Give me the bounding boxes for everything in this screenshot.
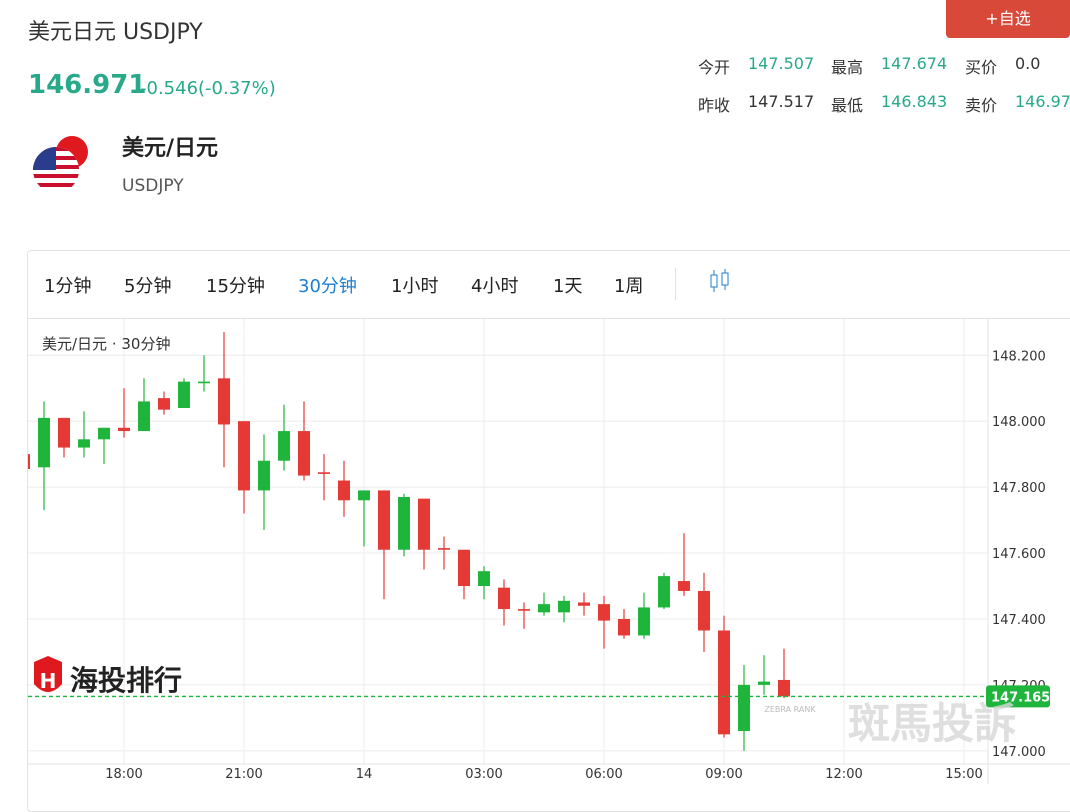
stat-label: 买价: [965, 58, 998, 77]
interval-tab[interactable]: 1小时: [391, 276, 439, 297]
interval-tab[interactable]: 1天: [553, 276, 583, 297]
candle-body: [238, 421, 250, 491]
candle-body: [78, 439, 90, 448]
instrument-code: USDJPY: [122, 176, 184, 196]
flag-icon: [33, 136, 88, 193]
candle-body: [218, 378, 230, 425]
stat-value: 146.843: [881, 92, 948, 111]
stat-value: 147.674: [881, 54, 948, 73]
watermark-icon-letter: H: [40, 669, 57, 693]
interval-tab[interactable]: 5分钟: [124, 276, 172, 297]
candle-body: [358, 490, 370, 501]
y-tick-label: 147.800: [992, 481, 1046, 496]
instrument-name: 美元/日元: [122, 136, 219, 161]
candle-body: [458, 549, 470, 586]
candle-body: [578, 602, 590, 606]
candle-body: [618, 618, 630, 636]
candle-body: [198, 381, 210, 384]
candle-body: [138, 401, 150, 432]
y-tick-label: 148.200: [992, 349, 1046, 364]
watermark: 海投排行: [70, 664, 182, 697]
candle-body: [98, 427, 110, 440]
candle-body: [518, 609, 530, 611]
last-price-box: [986, 685, 1050, 708]
x-tick-label: 14: [356, 767, 373, 782]
candle-body: [418, 498, 430, 550]
candle-body: [478, 571, 490, 586]
candle-body: [758, 681, 770, 685]
y-tick-label: 148.000: [992, 415, 1046, 430]
candle-body: [28, 454, 30, 469]
candle-body: [438, 548, 450, 550]
candle-body: [778, 679, 790, 697]
toolbar-separator: [675, 268, 676, 300]
candle-body: [338, 480, 350, 501]
chart-legend: 美元/日元 · 30分钟: [42, 335, 170, 353]
title: 美元日元 USDJPY: [28, 20, 203, 45]
candle-body: [378, 490, 390, 550]
stat-value: 146.97: [1015, 92, 1070, 111]
candle-body: [258, 460, 270, 491]
chart-type-button[interactable]: [708, 268, 732, 294]
price: 146.971: [28, 70, 147, 100]
candle-body: [38, 417, 50, 468]
y-tick-label: 147.600: [992, 547, 1046, 562]
x-tick-label: 03:00: [465, 767, 502, 782]
candle-body: [658, 576, 670, 608]
x-tick-label: 09:00: [705, 767, 742, 782]
interval-tab[interactable]: 4小时: [471, 276, 519, 297]
change: -0.546(-0.37%): [140, 78, 276, 99]
stat-value: 147.517: [748, 92, 815, 111]
stat-value: 147.507: [748, 54, 815, 73]
candle-body: [298, 431, 310, 476]
candle-body: [718, 630, 730, 735]
candle-body: [498, 587, 510, 610]
toolbar-divider: [28, 318, 1070, 319]
page: 美元日元 USDJPY 146.971 -0.546(-0.37%) +自选 今…: [27, 0, 1070, 812]
candle-body: [678, 581, 690, 591]
stat-label: 今开: [698, 58, 731, 77]
interval-tab[interactable]: 1周: [614, 276, 644, 297]
watermark: ZEBRA RANK: [764, 705, 816, 714]
candle-body: [558, 600, 570, 613]
candle-body: [58, 417, 70, 448]
stat-label: 最低: [831, 96, 864, 115]
candle-body: [598, 604, 610, 621]
last-price-label: 147.165: [991, 690, 1050, 705]
x-tick-label: 21:00: [225, 767, 262, 782]
candle-body: [698, 590, 710, 631]
candle-body: [638, 607, 650, 636]
y-tick-label: 147.000: [992, 745, 1046, 760]
interval-tab[interactable]: 1分钟: [44, 276, 92, 297]
add-watchlist-button[interactable]: +自选: [946, 0, 1070, 38]
candle-body: [158, 398, 170, 410]
candle-body: [538, 604, 550, 613]
stat-label: 昨收: [698, 96, 731, 115]
interval-tab[interactable]: 30分钟: [298, 276, 357, 297]
stat-label: 卖价: [965, 96, 998, 115]
x-tick-label: 12:00: [825, 767, 862, 782]
interval-tab[interactable]: 15分钟: [206, 276, 265, 297]
chart: 147.000147.200147.400147.600147.800148.0…: [28, 319, 1070, 784]
stat-value: 0.0: [1015, 54, 1041, 73]
candle-body: [278, 431, 290, 461]
x-tick-label: 06:00: [585, 767, 622, 782]
candle-body: [398, 497, 410, 550]
watermark: 斑馬投訴: [848, 699, 1016, 748]
x-tick-label: 15:00: [945, 767, 982, 782]
watermark-logo: [34, 656, 62, 692]
stat-label: 最高: [831, 58, 864, 77]
x-tick-label: 18:00: [105, 767, 142, 782]
candle-body: [118, 427, 130, 432]
y-tick-label: 147.400: [992, 613, 1046, 628]
candle-body: [318, 472, 330, 474]
candle-body: [738, 684, 750, 732]
candle-body: [178, 381, 190, 408]
